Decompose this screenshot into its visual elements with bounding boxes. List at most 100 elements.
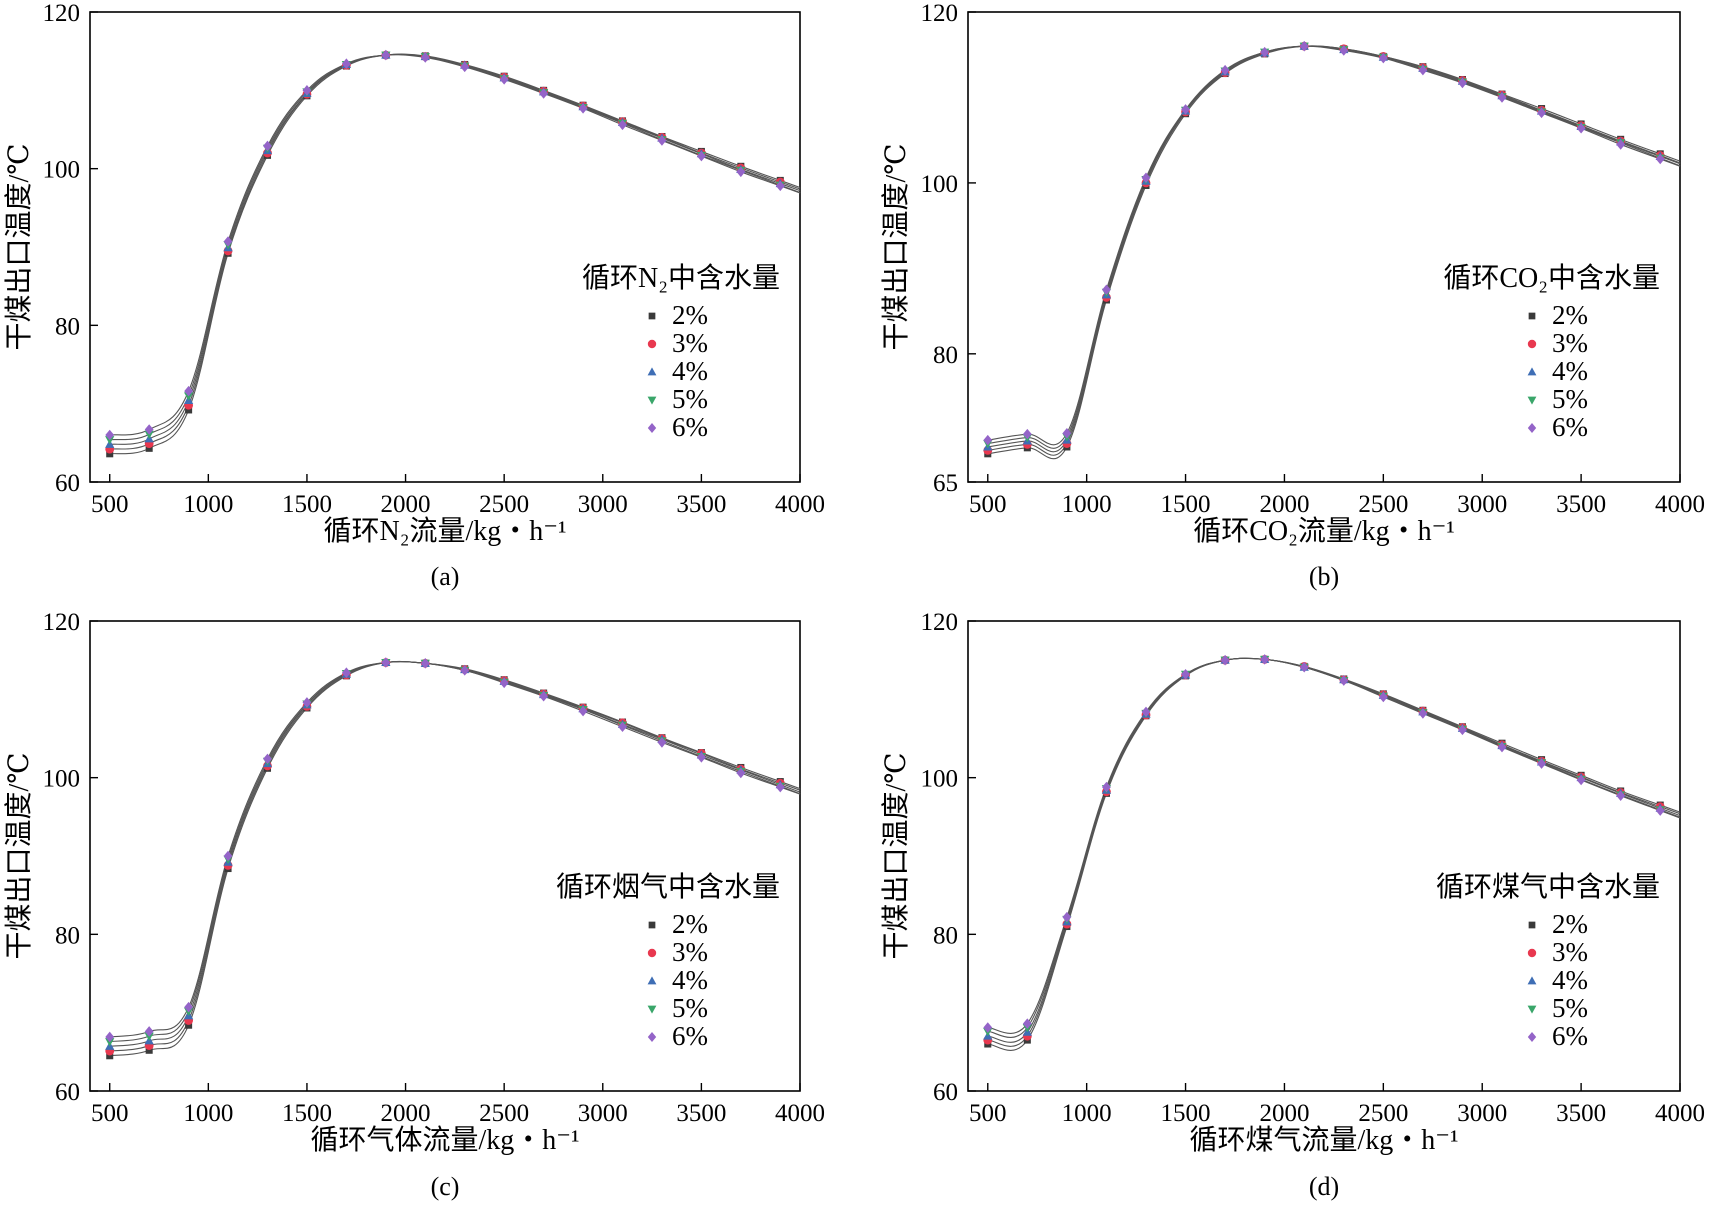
data-point — [1220, 64, 1230, 76]
data-point — [185, 406, 193, 414]
data-point — [144, 1026, 154, 1037]
legend-marker — [1527, 422, 1537, 434]
data-point — [1062, 428, 1072, 439]
legend-marker — [647, 396, 657, 405]
data-point — [302, 85, 312, 96]
data-point — [736, 767, 746, 779]
legend-label: 3% — [672, 937, 708, 967]
data-point — [1497, 92, 1507, 103]
data-point — [1339, 675, 1349, 686]
legend-marker — [647, 976, 657, 985]
data-point — [185, 1021, 193, 1029]
data-point — [1537, 107, 1546, 119]
data-point — [144, 424, 154, 435]
x-tick-label: 1500 — [1161, 491, 1211, 518]
data-point — [499, 677, 509, 689]
y-axis-label: 干煤出口温度/℃ — [3, 143, 35, 350]
data-point — [1181, 668, 1190, 680]
data-point — [499, 74, 509, 85]
panel-caption: (a) — [431, 562, 460, 591]
y-axis-label: 干煤出口温度/℃ — [880, 143, 912, 350]
x-tick-label: 4000 — [1655, 1100, 1705, 1127]
legend-title: 循环煤气中含水量 — [1436, 871, 1660, 903]
plot-frame — [89, 11, 801, 483]
x-tick-label: 1000 — [183, 491, 233, 518]
legend-marker — [1527, 1005, 1537, 1014]
panel-b: 500 1000 1500 2000 2500 3000 3500 4000 65 80 100 12… — [880, 0, 1705, 591]
data-point — [1260, 654, 1270, 665]
x-tick-label: 500 — [91, 1100, 129, 1127]
data-point — [1141, 706, 1151, 718]
legend-label: 5% — [1552, 993, 1588, 1023]
y-tick-label: 65 — [933, 470, 958, 497]
legend-marker — [648, 921, 656, 929]
data-point — [1022, 1018, 1032, 1029]
data-point — [983, 1022, 993, 1033]
data-point — [145, 1046, 153, 1054]
data-point — [1220, 654, 1230, 666]
data-point — [1260, 46, 1270, 58]
data-point — [144, 1032, 154, 1042]
data-point — [1616, 139, 1626, 150]
data-point — [1022, 428, 1032, 440]
legend-marker — [647, 422, 657, 434]
data-point — [1102, 284, 1111, 296]
x-tick-label: 2000 — [381, 1100, 431, 1127]
legend-label: 4% — [1552, 356, 1588, 386]
data-point — [983, 434, 993, 446]
x-tick-label: 500 — [969, 491, 1007, 518]
x-axis-label: 循环N₂流量/kg・h⁻¹ — [324, 515, 567, 547]
data-point — [381, 657, 391, 668]
y-tick-label: 120 — [921, 0, 959, 27]
data-point — [144, 430, 154, 440]
data-point — [420, 658, 430, 669]
legend-marker — [1528, 312, 1536, 320]
legend-marker — [1527, 367, 1537, 376]
plot-frame — [89, 620, 801, 1092]
data-point — [105, 436, 115, 445]
data-point — [105, 1038, 115, 1047]
data-point — [775, 180, 785, 192]
legend-marker — [647, 948, 657, 958]
x-tick-label: 3000 — [1457, 1100, 1507, 1127]
data-point — [263, 753, 272, 765]
y-tick-label: 80 — [55, 922, 80, 949]
y-tick-label: 60 — [933, 1079, 958, 1106]
data-point — [1616, 790, 1626, 801]
data-point — [223, 236, 233, 247]
data-point — [1418, 64, 1428, 76]
legend-marker — [647, 1005, 657, 1014]
legend-label: 6% — [672, 1021, 708, 1051]
legend-label: 6% — [672, 412, 708, 442]
data-point — [183, 392, 194, 401]
legend-label: 2% — [1552, 909, 1588, 939]
data-point — [381, 49, 391, 61]
x-tick-label: 3000 — [578, 1100, 628, 1127]
x-tick-label: 3000 — [1457, 491, 1507, 518]
legend-marker — [1527, 1031, 1537, 1043]
legend-label: 3% — [1552, 937, 1588, 967]
data-point — [539, 88, 549, 99]
y-tick-label: 60 — [55, 1079, 80, 1106]
x-tick-label: 1500 — [282, 1100, 332, 1127]
data-point — [105, 429, 115, 441]
legend-label: 6% — [1552, 412, 1588, 442]
data-point — [1299, 40, 1309, 52]
legend-marker — [647, 1031, 657, 1043]
data-point — [1062, 911, 1072, 923]
data-point — [618, 119, 627, 131]
y-tick-label: 60 — [55, 470, 80, 497]
data-point — [106, 1052, 114, 1060]
data-point — [460, 665, 470, 676]
x-tick-label: 3500 — [676, 491, 726, 518]
data-point — [1458, 724, 1467, 736]
x-tick-label: 1000 — [183, 1100, 233, 1127]
legend-marker — [1527, 976, 1537, 985]
x-tick-label: 2000 — [381, 491, 431, 518]
y-tick-label: 100 — [921, 171, 959, 198]
legend-label: 5% — [672, 993, 708, 1023]
x-axis-label: 循环CO₂流量/kg・h⁻¹ — [1193, 515, 1455, 547]
legend-title: 循环N₂中含水量 — [582, 262, 780, 294]
legend-label: 2% — [672, 300, 708, 330]
x-tick-label: 3500 — [1556, 491, 1606, 518]
